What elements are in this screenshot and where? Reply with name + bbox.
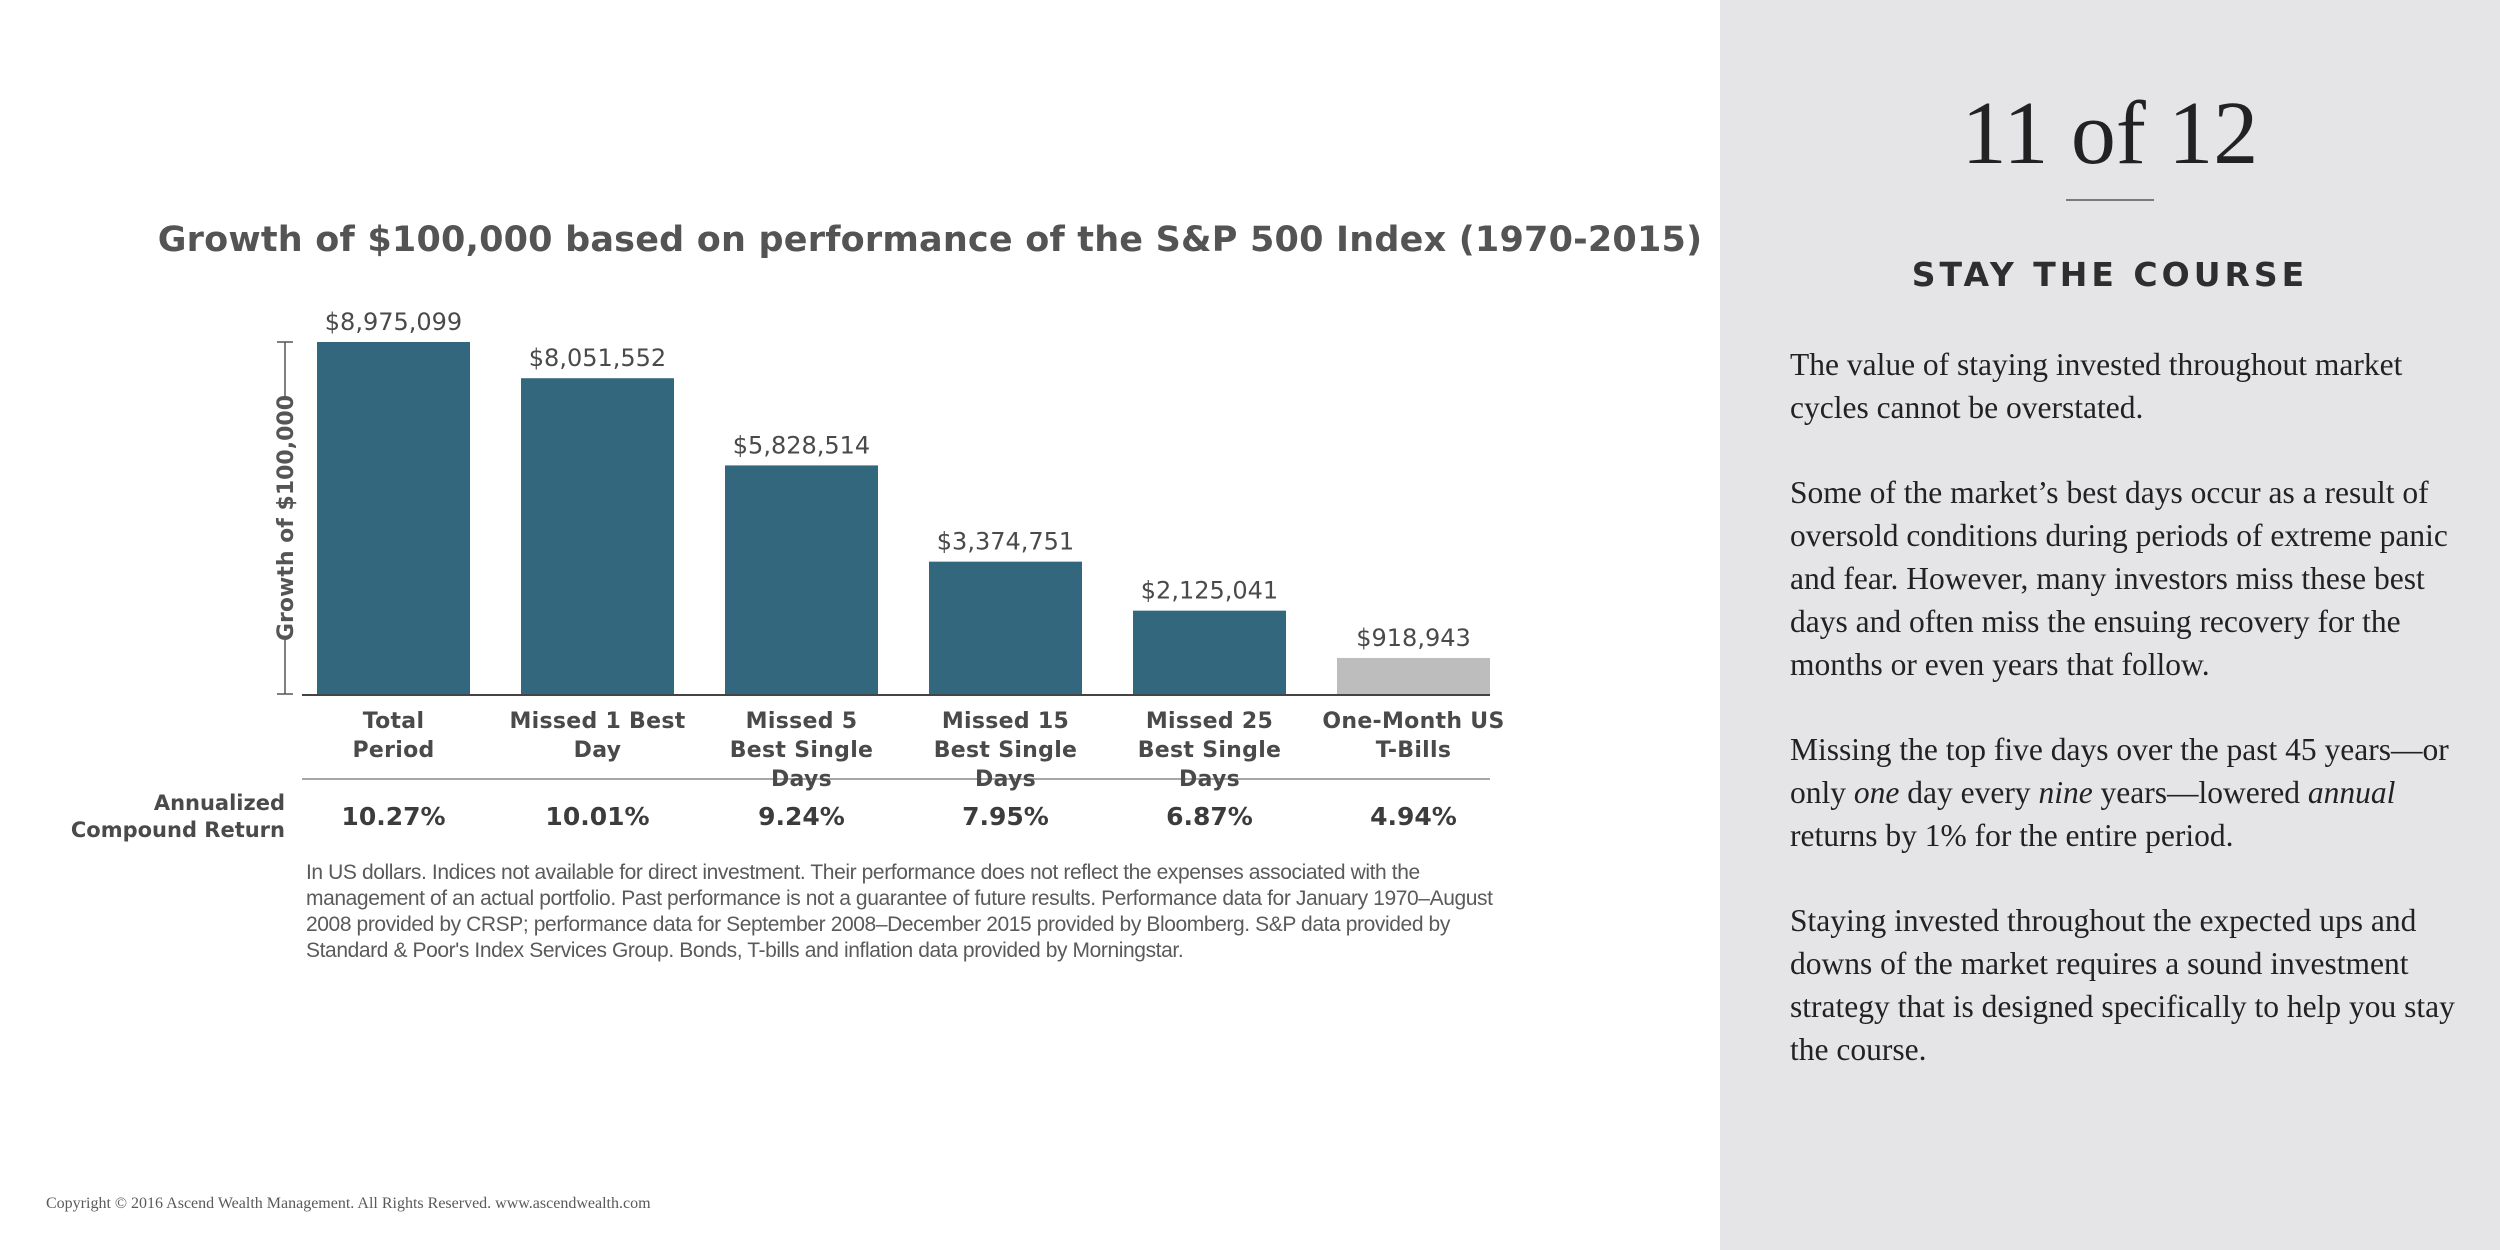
category-label: One-Month US T-Bills (1322, 709, 1505, 763)
category-label: Missed 25 Best Single Days (1137, 709, 1282, 792)
footnote: In US dollars. Indices not available for… (306, 861, 1493, 962)
section-heading: STAY THE COURSE (1911, 255, 2309, 294)
copyright: Copyright © 2016 Ascend Wealth Managemen… (46, 1195, 651, 1212)
bar-4 (929, 561, 1082, 694)
annualized-return-value: 10.27% (341, 802, 446, 831)
bar-value-label: $2,125,041 (1141, 577, 1278, 605)
annualized-return-value: 9.24% (758, 802, 845, 831)
paragraph-4: Staying invested throughout the expected… (1790, 903, 2455, 1067)
bar-2 (521, 378, 674, 694)
annualized-return-label: Annualized Compound Return (70, 791, 285, 842)
category-label: Total Period (352, 709, 435, 763)
bar-3 (725, 465, 878, 694)
bar-value-label: $8,051,552 (529, 344, 666, 372)
annualized-return-value: 7.95% (962, 802, 1049, 831)
bar-1 (317, 342, 470, 694)
category-label: Missed 5 Best Single Days (729, 709, 874, 792)
body-copy: The value of staying invested throughout… (1790, 343, 2480, 1113)
annualized-return-value: 6.87% (1166, 802, 1253, 831)
bar-value-label: $5,828,514 (733, 431, 870, 459)
annualized-return-value: 10.01% (545, 802, 650, 831)
paragraph-3: Missing the top five days over the past … (1790, 732, 2449, 853)
title-divider (2066, 199, 2154, 201)
bar-5 (1133, 610, 1286, 694)
annualized-return-value: 4.94% (1370, 802, 1457, 831)
category-label: Missed 1 Best Day (509, 709, 686, 763)
bar-chart: $8,975,099 $8,051,552 $5,828,514 $3,374,751… (274, 308, 1490, 780)
bar-6 (1337, 657, 1490, 694)
y-axis-label: Growth of $100,000 (274, 395, 299, 641)
bar-value-label: $918,943 (1356, 624, 1471, 652)
sidebar-panel: 11 of 12 STAY THE COURSE The value of st… (1720, 0, 2500, 1250)
bar-value-label: $3,374,751 (937, 528, 1074, 556)
chart-title: Growth of $100,000 based on performance … (157, 220, 1703, 260)
paragraph-2: Some of the market’s best days occur as … (1790, 475, 2448, 682)
category-label: Missed 15 Best Single Days (933, 709, 1078, 792)
bar-value-label: $8,975,099 (325, 308, 462, 336)
chart-panel: Growth of $100,000 based on performance … (46, 220, 1703, 1212)
paragraph-1: The value of staying invested throughout… (1790, 347, 2403, 425)
page-number: 11 of 12 (1961, 84, 2259, 183)
